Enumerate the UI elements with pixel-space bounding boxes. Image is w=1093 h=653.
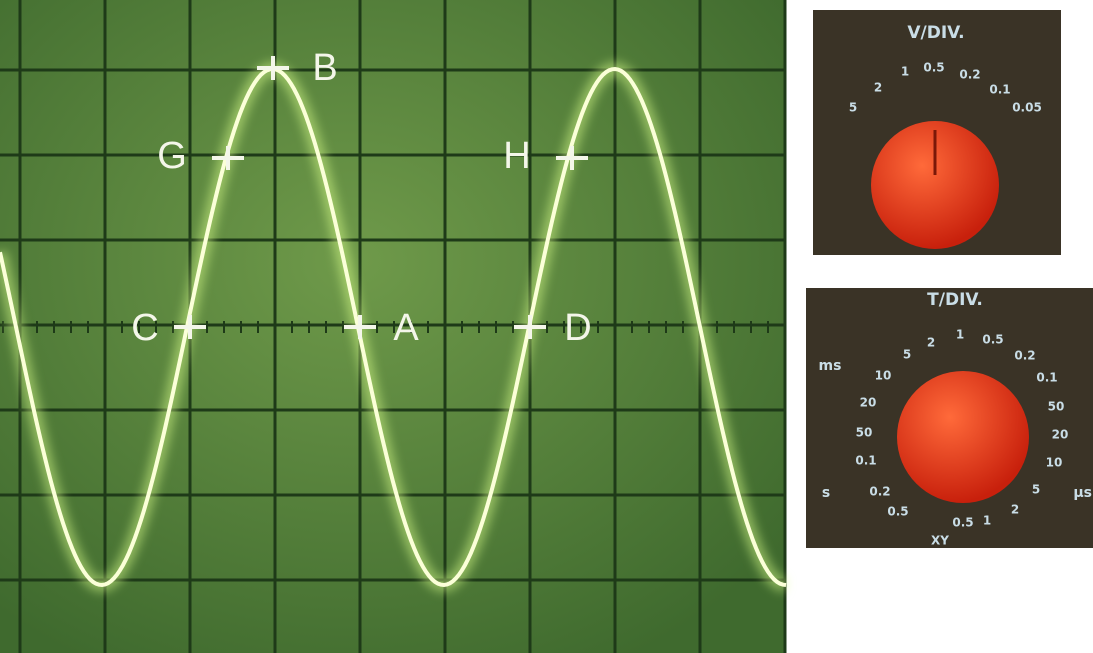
scale-label: 0.1 — [1036, 371, 1057, 385]
scale-label: 20 — [1052, 428, 1069, 442]
scale-label: 5 — [1032, 483, 1040, 497]
point-label: D — [564, 307, 591, 349]
scale-label: 20 — [860, 396, 877, 410]
scene: BGHCAD V/DIV. 5210.50.20.10.05 T/DIV. 0.… — [0, 0, 1093, 653]
scale-label: 2 — [874, 81, 882, 95]
scale-label: 0.2 — [869, 485, 890, 499]
point-label: A — [393, 307, 419, 349]
t-div-knob — [897, 371, 1029, 503]
scale-label: 2 — [927, 336, 935, 350]
scale-label: 50 — [856, 426, 873, 440]
v-div-title: V/DIV. — [907, 23, 964, 43]
unit-label: ms — [819, 358, 842, 374]
unit-label: s — [822, 485, 830, 501]
scale-label: 1 — [956, 328, 964, 342]
scale-label: 0.1 — [855, 454, 876, 468]
scale-label: XY — [931, 534, 949, 548]
scale-label: 1 — [901, 65, 909, 79]
scale-label: 0.1 — [989, 83, 1010, 97]
scale-label: 0.2 — [959, 68, 980, 82]
point-label: H — [503, 135, 530, 177]
scale-label: 0.2 — [1014, 349, 1035, 363]
point-label: B — [312, 47, 337, 89]
scale-label: 0.5 — [952, 516, 973, 530]
scale-label: 1 — [983, 514, 991, 528]
scale-label: 0.05 — [1012, 101, 1042, 115]
scale-label: 0.5 — [923, 61, 944, 75]
scale-label: 10 — [1046, 456, 1063, 470]
scale-label: 5 — [849, 101, 857, 115]
scale-label: 5 — [903, 348, 911, 362]
scale-label: 2 — [1011, 503, 1019, 517]
point-label: C — [131, 307, 158, 349]
t-div-title: T/DIV. — [927, 290, 983, 310]
point-label: G — [157, 135, 187, 177]
unit-label: µs — [1073, 485, 1092, 501]
scale-label: 10 — [875, 369, 892, 383]
scale-label: 0.5 — [982, 333, 1003, 347]
scale-label: 0.5 — [887, 505, 908, 519]
scale-label: 50 — [1048, 400, 1065, 414]
